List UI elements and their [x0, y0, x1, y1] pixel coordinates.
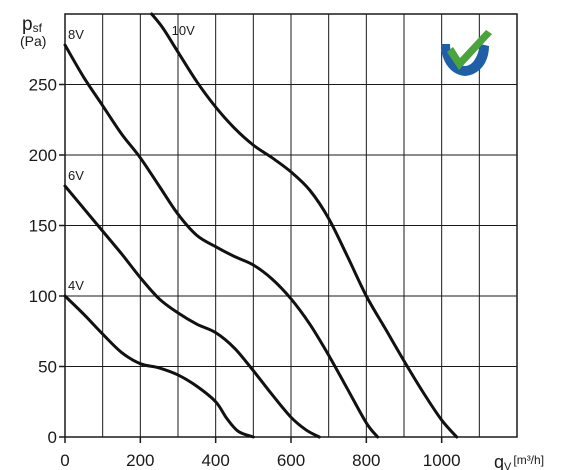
y-tick-label: 0 — [48, 428, 57, 447]
y-tick-label: 250 — [29, 76, 57, 95]
grid — [64, 13, 518, 438]
y-tick-label: 50 — [38, 358, 57, 377]
series-line-6v — [63, 184, 321, 439]
y-axis-unit: (Pa) — [20, 33, 46, 49]
series-curves — [63, 12, 459, 439]
series-label-10v: 10V — [172, 23, 195, 38]
checkmark-logo-icon — [441, 30, 492, 76]
x-tick-label: 200 — [126, 451, 154, 470]
x-tick-label: 0 — [60, 451, 69, 470]
y-tick-label: 200 — [29, 146, 57, 165]
series-label-6v: 6V — [68, 168, 84, 183]
series-line-8v — [63, 43, 380, 439]
x-axis-unit: [m³/h] — [513, 453, 544, 467]
series-label-4v: 4V — [68, 278, 84, 293]
x-axis-symbol: q — [494, 452, 504, 470]
x-tick-label: 600 — [277, 451, 305, 470]
series-line-10v — [150, 12, 459, 439]
series-label-8v: 8V — [68, 27, 84, 42]
y-tick-labels: 0 50 100 150 200 250 — [29, 76, 65, 447]
x-axis-title: qV [m³/h] — [494, 452, 544, 470]
x-tick-label: 400 — [201, 451, 229, 470]
x-tick-label: 1000 — [423, 451, 461, 470]
x-tick-labels: 0 200 400 600 800 1000 — [60, 437, 461, 470]
series-labels: 4V 6V 8V 10V — [68, 23, 195, 293]
y-tick-label: 100 — [29, 287, 57, 306]
y-axis-subscript: sf — [33, 21, 43, 35]
x-axis-subscript: V — [504, 461, 512, 470]
series-line-4v — [63, 294, 255, 439]
y-tick-label: 150 — [29, 217, 57, 236]
y-axis-title: psf — [22, 14, 43, 35]
y-axis-symbol: p — [22, 14, 33, 35]
x-tick-label: 800 — [352, 451, 380, 470]
